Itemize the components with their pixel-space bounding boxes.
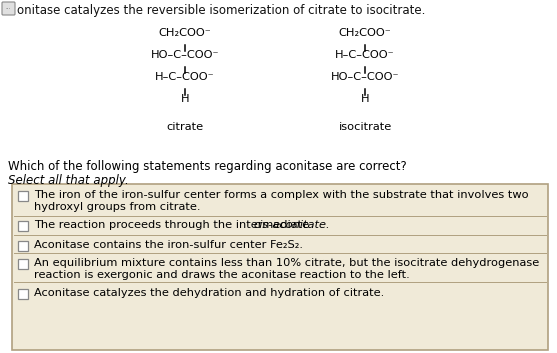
FancyBboxPatch shape (2, 2, 15, 15)
Text: reaction is exergonic and draws the aconitase reaction to the left.: reaction is exergonic and draws the acon… (34, 270, 410, 280)
Text: The reaction proceeds through the intermediate: The reaction proceeds through the interm… (34, 220, 312, 230)
Text: HO–C–COO⁻: HO–C–COO⁻ (331, 72, 399, 82)
Text: ...: ... (6, 5, 11, 10)
Text: H–C–COO⁻: H–C–COO⁻ (335, 50, 395, 60)
Text: H: H (361, 94, 369, 104)
Text: cis-aconitate.: cis-aconitate. (254, 220, 331, 230)
Text: citrate: citrate (167, 122, 203, 132)
FancyBboxPatch shape (12, 184, 548, 350)
Text: An equilibrium mixture contains less than 10% citrate, but the isocitrate dehydr: An equilibrium mixture contains less tha… (34, 258, 539, 268)
Text: H: H (180, 94, 189, 104)
FancyBboxPatch shape (18, 289, 28, 299)
FancyBboxPatch shape (18, 241, 28, 251)
Text: Aconitase catalyzes the dehydration and hydration of citrate.: Aconitase catalyzes the dehydration and … (34, 288, 384, 298)
Text: CH₂COO⁻: CH₂COO⁻ (339, 28, 392, 38)
FancyBboxPatch shape (18, 191, 28, 201)
Text: Select all that apply.: Select all that apply. (8, 174, 129, 187)
Text: isocitrate: isocitrate (338, 122, 392, 132)
Text: onitase catalyzes the reversible isomerization of citrate to isocitrate.: onitase catalyzes the reversible isomeri… (17, 4, 426, 17)
Text: Which of the following statements regarding aconitase are correct?: Which of the following statements regard… (8, 160, 407, 173)
Text: CH₂COO⁻: CH₂COO⁻ (159, 28, 211, 38)
Text: HO–C–COO⁻: HO–C–COO⁻ (151, 50, 219, 60)
Text: The iron of the iron-sulfur center forms a complex with the substrate that invol: The iron of the iron-sulfur center forms… (34, 190, 529, 200)
Text: hydroxyl groups from citrate.: hydroxyl groups from citrate. (34, 202, 201, 212)
FancyBboxPatch shape (18, 259, 28, 269)
FancyBboxPatch shape (18, 221, 28, 231)
Text: Aconitase contains the iron-sulfur center Fe₂S₂.: Aconitase contains the iron-sulfur cente… (34, 240, 303, 250)
Text: H–C–COO⁻: H–C–COO⁻ (155, 72, 215, 82)
